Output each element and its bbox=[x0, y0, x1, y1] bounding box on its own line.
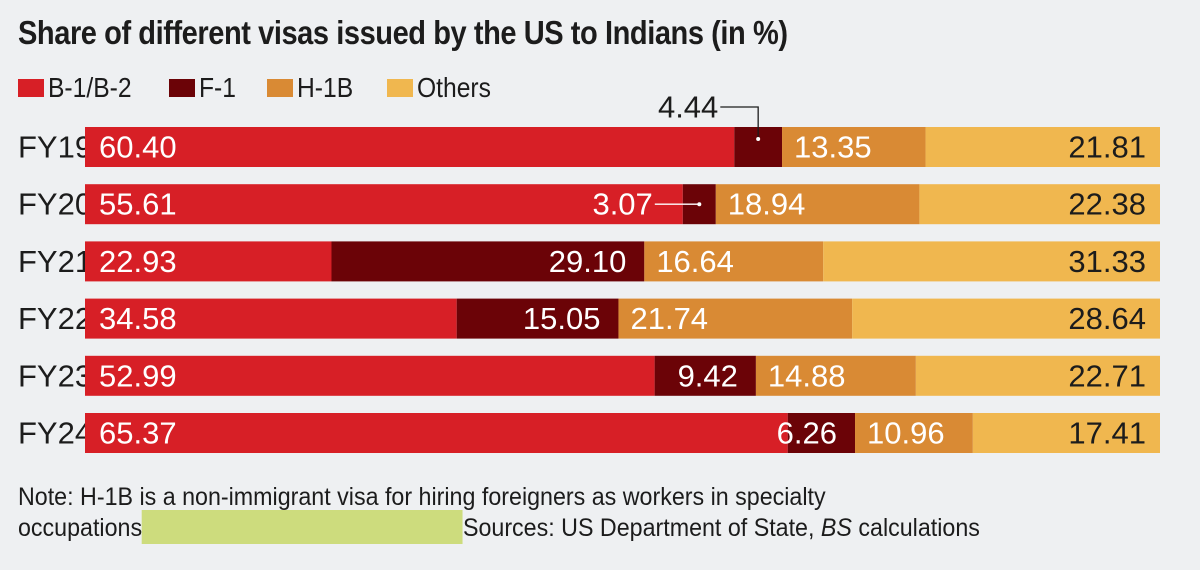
legend-label-h1b: H-1B bbox=[296, 72, 354, 103]
legend-swatch-f1 bbox=[168, 79, 195, 97]
data-label-h1b-fy20: 18.94 bbox=[728, 187, 806, 222]
bar-others-fy22 bbox=[852, 298, 1160, 339]
legend: B-1/B-2 F-1 H-1B Others bbox=[18, 72, 527, 104]
bar-others-fy24 bbox=[972, 413, 1160, 453]
bar-b1b2-fy19 bbox=[85, 127, 735, 167]
bar-f1-fy21 bbox=[331, 241, 645, 282]
data-label-f1-fy21: 29.10 bbox=[549, 244, 627, 279]
bar-b1b2-fy23 bbox=[85, 355, 655, 396]
bar-f1-fy24 bbox=[787, 413, 856, 453]
data-label-b1b2-fy21: 22.93 bbox=[99, 244, 177, 279]
category-label-fy22: FY22 bbox=[18, 301, 92, 336]
bar-others-fy20 bbox=[919, 184, 1160, 225]
data-label-f1-fy22: 15.05 bbox=[523, 301, 601, 336]
bar-h1b-fy19 bbox=[782, 127, 926, 167]
category-label-fy24: FY24 bbox=[18, 416, 92, 451]
bar-b1b2-fy22 bbox=[85, 298, 457, 339]
sources-end: calculations bbox=[851, 514, 980, 542]
data-label-others-fy21: 31.33 bbox=[1068, 244, 1146, 279]
bar-others-fy23 bbox=[915, 355, 1160, 396]
data-label-others-fy22: 28.64 bbox=[1068, 301, 1146, 336]
bar-h1b-fy21 bbox=[644, 241, 824, 282]
data-label-h1b-fy21: 16.64 bbox=[656, 244, 734, 279]
bar-h1b-fy20 bbox=[715, 184, 920, 225]
bar-others-fy19 bbox=[925, 127, 1160, 167]
category-label-fy19: FY19 bbox=[18, 130, 92, 165]
legend-item-h1b: H-1B bbox=[266, 72, 361, 104]
data-label-h1b-fy22: 21.74 bbox=[630, 301, 708, 336]
legend-label-b1b2: B-1/B-2 bbox=[48, 72, 132, 103]
callout-line-fy19 bbox=[720, 106, 759, 139]
category-label-fy21: FY21 bbox=[18, 244, 92, 279]
legend-label-others: Others bbox=[416, 72, 491, 103]
data-label-others-fy23: 22.71 bbox=[1068, 358, 1146, 393]
note-line-1: Note: H-1B is a non-immigrant visa for h… bbox=[18, 483, 826, 511]
redacted-block bbox=[142, 510, 463, 545]
data-label-f1-fy24: 6.26 bbox=[777, 416, 837, 451]
bar-h1b-fy24 bbox=[855, 413, 973, 453]
data-label-b1b2-fy19: 60.40 bbox=[99, 130, 177, 165]
bar-others-fy21 bbox=[823, 241, 1160, 282]
note-line-2: occupations Sources: US Department of Sta… bbox=[18, 510, 1106, 545]
legend-item-f1: F-1 bbox=[168, 72, 241, 104]
data-label-f1-fy20: 3.07 bbox=[592, 187, 652, 222]
note-occupations: occupations bbox=[18, 514, 143, 542]
legend-swatch-others bbox=[386, 79, 413, 97]
legend-item-b1b2: B-1/B-2 bbox=[18, 72, 143, 104]
data-label-others-fy19: 21.81 bbox=[1068, 130, 1146, 165]
data-label-f1-fy23: 9.42 bbox=[678, 358, 738, 393]
bar-b1b2-fy24 bbox=[85, 413, 788, 453]
data-label-h1b-fy23: 14.88 bbox=[768, 358, 846, 393]
sources-text: Sources: US Department of State, bbox=[462, 514, 821, 542]
callout-dot-fy19 bbox=[756, 137, 761, 141]
bar-h1b-fy23 bbox=[755, 355, 916, 396]
category-label-fy23: FY23 bbox=[18, 358, 92, 393]
legend-swatch-h1b bbox=[266, 79, 293, 97]
data-label-others-fy24: 17.41 bbox=[1068, 416, 1146, 451]
data-label-b1b2-fy24: 65.37 bbox=[99, 416, 177, 451]
data-label-h1b-fy19: 13.35 bbox=[794, 130, 872, 165]
category-label-fy20: FY20 bbox=[18, 187, 92, 222]
bar-b1b2-fy20 bbox=[85, 184, 683, 225]
legend-item-others: Others bbox=[386, 72, 501, 104]
legend-swatch-b1b2 bbox=[18, 79, 44, 97]
sources-italic: BS bbox=[820, 514, 852, 542]
data-label-b1b2-fy23: 52.99 bbox=[99, 358, 177, 393]
data-label-h1b-fy24: 10.96 bbox=[867, 416, 945, 451]
chart-title: Share of different visas issued by the U… bbox=[18, 14, 788, 51]
data-label-b1b2-fy22: 34.58 bbox=[99, 301, 177, 336]
footnote: Note: H-1B is a non-immigrant visa for h… bbox=[18, 482, 1188, 545]
bar-h1b-fy22 bbox=[618, 298, 853, 339]
data-label-b1b2-fy20: 55.61 bbox=[99, 187, 177, 222]
bar-b1b2-fy21 bbox=[85, 241, 332, 282]
stacked-bar-chart: FY19 60.40 4.44 13.35 21.81 FY20 55.61 3.07 18.9… bbox=[18, 90, 1160, 453]
bar-f1-fy22 bbox=[456, 298, 619, 339]
data-label-others-fy20: 22.38 bbox=[1068, 187, 1146, 222]
bar-f1-fy23 bbox=[654, 355, 756, 396]
data-label-f1-fy19: 4.44 bbox=[658, 90, 718, 125]
callout-dot-fy20 bbox=[697, 202, 702, 207]
legend-label-f1: F-1 bbox=[198, 72, 236, 103]
